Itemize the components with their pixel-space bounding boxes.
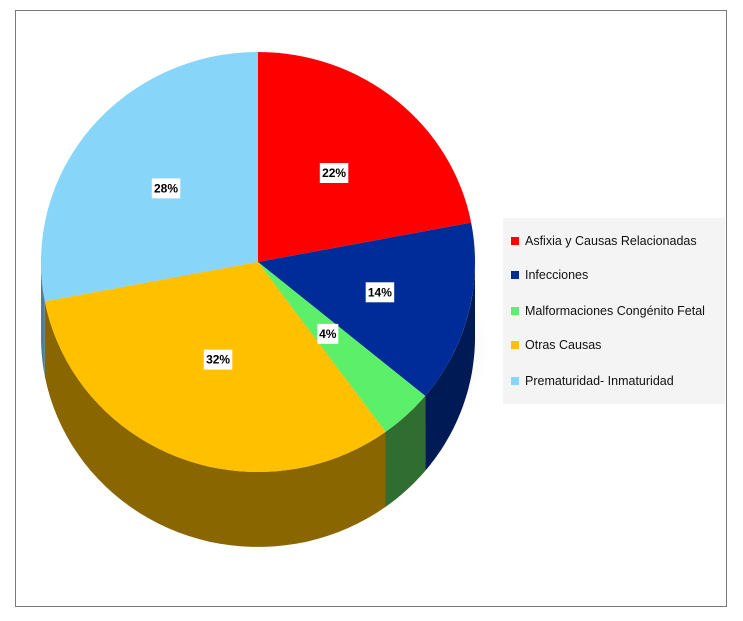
data-label: 28% [154, 181, 178, 195]
legend-swatch [511, 271, 519, 279]
data-label: 22% [322, 166, 346, 180]
data-label-box [203, 349, 233, 370]
chart-legend: Asfixia y Causas Relacionadas Infeccione… [503, 218, 725, 404]
slice-infecciones-side [425, 262, 475, 471]
data-label: 4% [319, 327, 337, 341]
legend-item-asfixia: Asfixia y Causas Relacionadas [511, 234, 697, 248]
legend-label: Prematuridad- Inmaturidad [525, 374, 674, 388]
slice-malformaciones-side [385, 395, 426, 507]
data-label: 14% [368, 285, 392, 299]
slice-prematuridad [40, 51, 259, 302]
legend-swatch [511, 237, 519, 245]
data-label-box [317, 323, 339, 344]
legend-swatch [511, 307, 519, 315]
slice-asfixia [258, 52, 472, 262]
data-label-box [319, 163, 349, 183]
legend-swatch [511, 341, 519, 349]
legend-item-malformaciones: Malformaciones Congénito Fetal [511, 304, 705, 318]
legend-label: Asfixia y Causas Relacionadas [525, 234, 697, 248]
legend-item-prematuridad: Prematuridad- Inmaturidad [511, 374, 674, 388]
legend-label: Otras Causas [525, 338, 602, 352]
legend-label: Infecciones [525, 268, 589, 282]
slice-prematuridad-side [41, 262, 45, 377]
data-label: 32% [206, 353, 230, 367]
slice-infecciones [258, 222, 476, 396]
legend-item-otras-causas: Otras Causas [511, 338, 601, 352]
legend-item-infecciones: Infecciones [511, 268, 588, 282]
data-label-box [151, 178, 181, 199]
slice-otras-causas-side [44, 301, 386, 547]
legend-label: Malformaciones Congénito Fetal [525, 304, 705, 318]
slice-malformaciones [258, 262, 426, 432]
data-label-box [365, 282, 395, 303]
legend-swatch [511, 377, 519, 385]
